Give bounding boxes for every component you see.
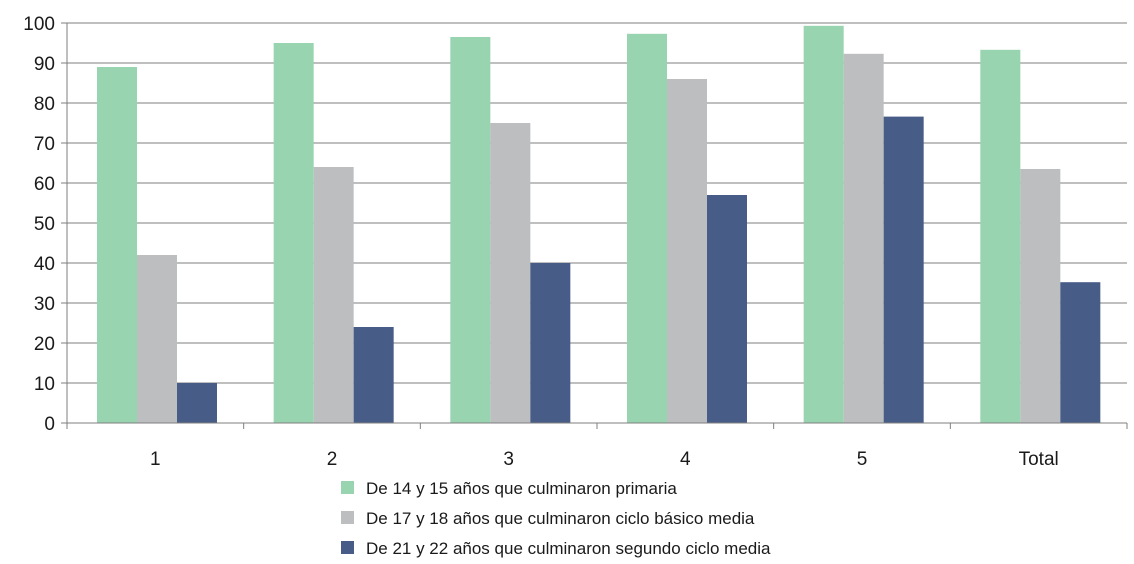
legend: De 14 y 15 años que culminaron primaria D… [341, 479, 771, 558]
legend-swatch [341, 481, 354, 494]
x-tick-label: 5 [857, 449, 868, 470]
legend-swatch [341, 511, 354, 524]
x-tick-label: 2 [327, 449, 338, 470]
y-tick-label: 20 [34, 334, 55, 355]
legend-swatch [341, 541, 354, 554]
bar [1020, 169, 1061, 423]
bar [177, 383, 217, 423]
y-tick-label: 50 [34, 214, 55, 235]
y-tick-label: 0 [44, 414, 55, 435]
bar [273, 43, 314, 423]
y-tick-label: 40 [34, 254, 55, 275]
bar [137, 255, 177, 423]
legend-label: De 21 y 22 años que culminaron segundo c… [366, 539, 771, 558]
y-tick-label: 60 [34, 174, 55, 195]
bar [980, 49, 1021, 424]
bar [313, 167, 354, 423]
bar [627, 33, 667, 424]
x-tick-label: Total [1019, 449, 1059, 470]
bars [97, 25, 1101, 424]
y-tick-label: 100 [23, 14, 55, 35]
bar [353, 327, 394, 423]
bar [803, 25, 844, 424]
bar [450, 37, 491, 423]
x-axis: 1 2 3 4 5 Total [66, 422, 1128, 470]
bar [490, 123, 531, 423]
y-tick-label: 30 [34, 294, 55, 315]
y-tick-label: 10 [34, 374, 55, 395]
y-tick-label: 70 [34, 134, 55, 155]
bar [530, 263, 571, 423]
legend-label: De 14 y 15 años que culminaron primaria [366, 479, 677, 498]
bar [843, 53, 884, 424]
legend-label: De 17 y 18 años que culminaron ciclo bás… [366, 509, 755, 528]
bar [707, 195, 747, 423]
gridlines [67, 22, 1127, 384]
bar [883, 116, 924, 423]
bar [97, 67, 137, 423]
x-tick-label: 4 [680, 449, 691, 470]
bar [1060, 282, 1101, 423]
bar [667, 79, 707, 423]
x-tick-label: 1 [150, 449, 161, 470]
y-axis: 0 10 20 30 40 50 60 70 80 90 100 [23, 14, 68, 435]
y-tick-label: 80 [34, 94, 55, 115]
y-tick-label: 90 [34, 54, 55, 75]
x-tick-label: 3 [503, 449, 514, 470]
